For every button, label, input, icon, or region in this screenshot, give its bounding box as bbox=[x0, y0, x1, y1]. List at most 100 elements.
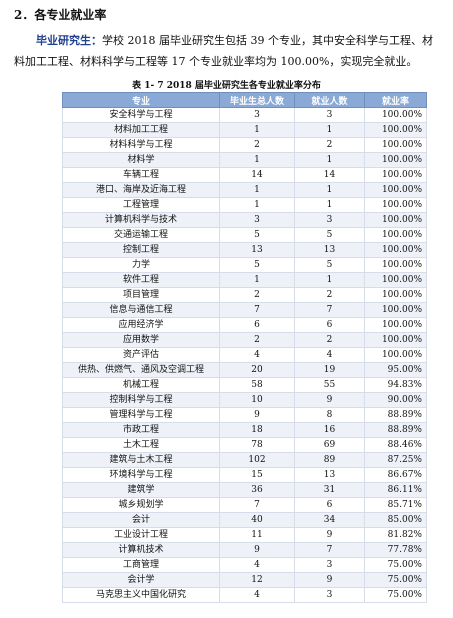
cell-major: 交通运输工程 bbox=[62, 227, 220, 243]
cell-employment-rate: 90.00% bbox=[364, 392, 427, 408]
table-row: 材料学 1 1 100.00% bbox=[62, 152, 427, 168]
table-row: 安全科学与工程 3 3 100.00% bbox=[62, 107, 427, 123]
cell-graduates-total: 12 bbox=[219, 572, 295, 588]
cell-employment-rate: 85.00% bbox=[364, 512, 427, 528]
cell-employed-count: 2 bbox=[294, 137, 365, 153]
cell-major: 计算机科学与技术 bbox=[62, 212, 220, 228]
table-row: 城乡规划学 7 6 85.71% bbox=[62, 497, 427, 513]
cell-employment-rate: 88.46% bbox=[364, 437, 427, 453]
cell-employed-count: 6 bbox=[294, 497, 365, 513]
cell-major: 工业设计工程 bbox=[62, 527, 220, 543]
table-caption: 表 1- 7 2018 届毕业研究生各专业就业率分布 bbox=[132, 81, 321, 91]
intro-paragraph: 毕业研究生：学校 2018 届毕业研究生包括 39 个专业，其中安全科学与工程、… bbox=[14, 30, 441, 72]
table-row: 应用数学 2 2 100.00% bbox=[62, 332, 427, 348]
cell-employment-rate: 88.89% bbox=[364, 422, 427, 438]
cell-major: 工商管理 bbox=[62, 557, 220, 573]
cell-employment-rate: 100.00% bbox=[364, 122, 427, 138]
cell-employment-rate: 100.00% bbox=[364, 347, 427, 363]
cell-employment-rate: 100.00% bbox=[364, 257, 427, 273]
table-row: 环境科学与工程 15 13 86.67% bbox=[62, 467, 427, 483]
cell-employed-count: 9 bbox=[294, 527, 365, 543]
cell-employed-count: 34 bbox=[294, 512, 365, 528]
paragraph-lead: 毕业研究生： bbox=[36, 34, 102, 47]
cell-graduates-total: 1 bbox=[219, 197, 295, 213]
cell-employment-rate: 100.00% bbox=[364, 197, 427, 213]
cell-employed-count: 1 bbox=[294, 272, 365, 288]
cell-employed-count: 6 bbox=[294, 317, 365, 333]
cell-employed-count: 3 bbox=[294, 587, 365, 603]
cell-graduates-total: 14 bbox=[219, 167, 295, 183]
cell-graduates-total: 102 bbox=[219, 452, 295, 468]
cell-employment-rate: 100.00% bbox=[364, 272, 427, 288]
cell-graduates-total: 58 bbox=[219, 377, 295, 393]
cell-major: 信息与通信工程 bbox=[62, 302, 220, 318]
table-row: 会计 40 34 85.00% bbox=[62, 512, 427, 528]
cell-employed-count: 2 bbox=[294, 332, 365, 348]
table-row: 应用经济学 6 6 100.00% bbox=[62, 317, 427, 333]
cell-graduates-total: 1 bbox=[219, 182, 295, 198]
cell-graduates-total: 4 bbox=[219, 557, 295, 573]
table-row: 管理科学与工程 9 8 88.89% bbox=[62, 407, 427, 423]
table-row: 控制科学与工程 10 9 90.00% bbox=[62, 392, 427, 408]
cell-employed-count: 7 bbox=[294, 302, 365, 318]
cell-employed-count: 1 bbox=[294, 182, 365, 198]
cell-major: 安全科学与工程 bbox=[62, 107, 220, 123]
cell-graduates-total: 7 bbox=[219, 302, 295, 318]
table-row: 会计学 12 9 75.00% bbox=[62, 572, 427, 588]
cell-employed-count: 2 bbox=[294, 287, 365, 303]
cell-graduates-total: 2 bbox=[219, 137, 295, 153]
cell-employment-rate: 75.00% bbox=[364, 587, 427, 603]
cell-employment-rate: 86.67% bbox=[364, 467, 427, 483]
cell-graduates-total: 3 bbox=[219, 212, 295, 228]
table-row: 供热、供燃气、通风及空调工程 20 19 95.00% bbox=[62, 362, 427, 378]
table-row: 建筑与土木工程 102 89 87.25% bbox=[62, 452, 427, 468]
header-employed-count: 就业人数 bbox=[294, 92, 365, 108]
cell-graduates-total: 4 bbox=[219, 587, 295, 603]
cell-major: 会计 bbox=[62, 512, 220, 528]
cell-graduates-total: 78 bbox=[219, 437, 295, 453]
cell-employed-count: 55 bbox=[294, 377, 365, 393]
cell-graduates-total: 6 bbox=[219, 317, 295, 333]
cell-employed-count: 4 bbox=[294, 347, 365, 363]
cell-major: 计算机技术 bbox=[62, 542, 220, 558]
cell-graduates-total: 13 bbox=[219, 242, 295, 258]
cell-employed-count: 3 bbox=[294, 107, 365, 123]
cell-graduates-total: 3 bbox=[219, 107, 295, 123]
cell-employed-count: 9 bbox=[294, 392, 365, 408]
cell-employment-rate: 100.00% bbox=[364, 212, 427, 228]
cell-graduates-total: 1 bbox=[219, 122, 295, 138]
table-row: 港口、海岸及近海工程 1 1 100.00% bbox=[62, 182, 427, 198]
cell-graduates-total: 5 bbox=[219, 227, 295, 243]
table-row: 力学 5 5 100.00% bbox=[62, 257, 427, 273]
table-row: 工商管理 4 3 75.00% bbox=[62, 557, 427, 573]
section-heading: 2．各专业就业率 bbox=[14, 8, 107, 22]
table-row: 材料加工工程 1 1 100.00% bbox=[62, 122, 427, 138]
table-row: 资产评估 4 4 100.00% bbox=[62, 347, 427, 363]
table-row: 材料科学与工程 2 2 100.00% bbox=[62, 137, 427, 153]
table-row: 土木工程 78 69 88.46% bbox=[62, 437, 427, 453]
header-graduates-total: 毕业生总人数 bbox=[219, 92, 295, 108]
table-row: 软件工程 1 1 100.00% bbox=[62, 272, 427, 288]
cell-employment-rate: 95.00% bbox=[364, 362, 427, 378]
table-row: 建筑学 36 31 86.11% bbox=[62, 482, 427, 498]
cell-major: 马克思主义中国化研究 bbox=[62, 587, 220, 603]
cell-employed-count: 8 bbox=[294, 407, 365, 423]
cell-graduates-total: 1 bbox=[219, 272, 295, 288]
cell-employment-rate: 100.00% bbox=[364, 152, 427, 168]
cell-employed-count: 14 bbox=[294, 167, 365, 183]
cell-employment-rate: 100.00% bbox=[364, 242, 427, 258]
cell-employed-count: 13 bbox=[294, 242, 365, 258]
cell-employed-count: 3 bbox=[294, 212, 365, 228]
cell-employed-count: 1 bbox=[294, 152, 365, 168]
cell-employment-rate: 100.00% bbox=[364, 317, 427, 333]
cell-employment-rate: 86.11% bbox=[364, 482, 427, 498]
cell-employed-count: 89 bbox=[294, 452, 365, 468]
table-row: 马克思主义中国化研究 4 3 75.00% bbox=[62, 587, 427, 603]
table-header-row: 专业 毕业生总人数 就业人数 就业率 bbox=[62, 92, 427, 108]
cell-major: 控制科学与工程 bbox=[62, 392, 220, 408]
cell-graduates-total: 20 bbox=[219, 362, 295, 378]
cell-employed-count: 69 bbox=[294, 437, 365, 453]
cell-major: 机械工程 bbox=[62, 377, 220, 393]
table-row: 工程管理 1 1 100.00% bbox=[62, 197, 427, 213]
cell-employed-count: 13 bbox=[294, 467, 365, 483]
